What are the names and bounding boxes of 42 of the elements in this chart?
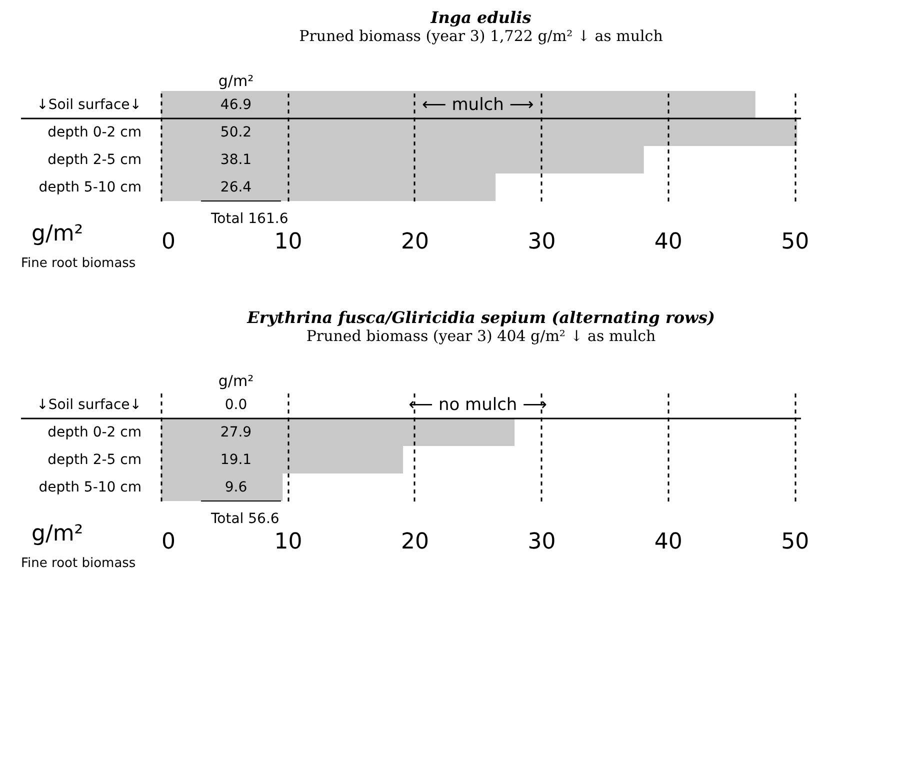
x-tick-label: 10	[274, 230, 302, 254]
y-tick-label: depth 5-10 cm	[38, 479, 142, 496]
data-label: 46.9	[220, 96, 252, 113]
data-label: 50.2	[220, 124, 252, 140]
x-tick-label: 30	[528, 230, 556, 254]
annotation: ⟵ mulch ⟶	[422, 94, 534, 115]
y-tick-label: depth 2-5 cm	[48, 152, 142, 168]
text: Fine root biomass	[21, 556, 136, 571]
x-tick-label: 20	[400, 530, 429, 554]
data-label: 19.1	[220, 452, 252, 468]
x-axis-title: g/m²	[218, 372, 254, 390]
data-label: 27.9	[220, 424, 252, 440]
y-tick-label: ↓Soil surface↓	[36, 96, 142, 113]
y-tick-label: depth 2-5 cm	[48, 452, 142, 468]
chart-subtitle: Pruned biomass (year 3) 404 g/m² ↓ as mulch	[306, 327, 656, 345]
chart-title: Erythrina fusca/Gliricidia sepium (alternating rows)	[246, 308, 715, 327]
chart-subtitle: Pruned biomass (year 3) 1,722 g/m² ↓ as mulch	[299, 27, 664, 45]
x-tick-label: 20	[400, 230, 429, 254]
data-label: 26.4	[220, 179, 252, 196]
x-tick-label: 50	[781, 230, 810, 254]
x-tick-label: 40	[654, 530, 682, 554]
y-tick-label: depth 5-10 cm	[38, 179, 142, 196]
text: Total 161.6	[210, 211, 288, 227]
annotation: ⟵ no mulch ⟶	[408, 394, 547, 415]
x-tick-label: 0	[162, 230, 176, 254]
x-tick-label: 0	[162, 530, 176, 554]
text: Fine root biomass	[21, 256, 136, 271]
y-tick-label: ↓Soil surface↓	[36, 396, 142, 413]
x-tick-label: 50	[781, 530, 810, 554]
y-tick-label: depth 0-2 cm	[48, 424, 142, 440]
chart-title: Inga edulis	[430, 8, 532, 27]
data-label: 9.6	[224, 479, 248, 496]
data-label: 0.0	[224, 396, 248, 413]
text: g/m²	[32, 522, 84, 546]
x-axis-title: g/m²	[218, 72, 254, 90]
x-tick-label: 10	[274, 530, 302, 554]
x-tick-label: 40	[654, 230, 682, 254]
data-label: 38.1	[220, 152, 252, 168]
text: g/m²	[32, 222, 84, 246]
y-tick-label: depth 0-2 cm	[48, 124, 142, 140]
text: Total 56.6	[210, 511, 280, 527]
x-tick-label: 30	[528, 530, 556, 554]
